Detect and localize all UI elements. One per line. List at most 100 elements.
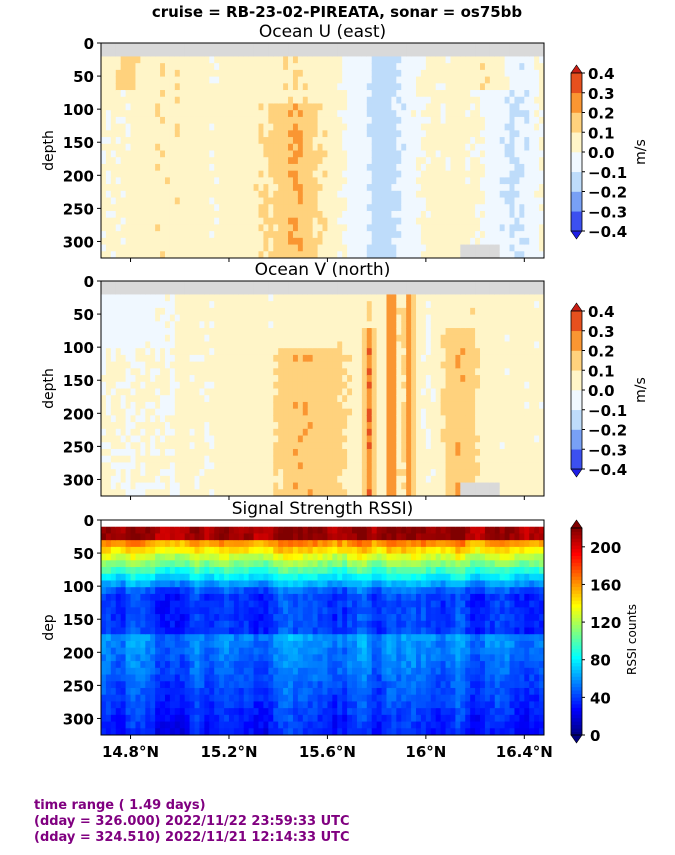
heatmap-cell — [347, 197, 353, 205]
heatmap-cell — [263, 116, 269, 125]
heatmap-cell — [209, 244, 215, 252]
heatmap-cell — [233, 328, 240, 336]
heatmap-cell — [140, 475, 146, 484]
heatmap-cell — [283, 217, 289, 226]
heatmap-cell — [125, 163, 132, 172]
heatmap-cell — [283, 462, 289, 470]
heatmap-cell — [361, 435, 368, 443]
heatmap-cell — [263, 422, 269, 430]
heatmap-cell — [519, 163, 525, 172]
heatmap-cell — [268, 163, 274, 172]
heatmap-cell — [253, 184, 260, 192]
heatmap-cell — [366, 294, 373, 302]
heatmap-cell — [278, 294, 284, 302]
heatmap-cell — [406, 368, 412, 376]
heatmap-cell — [101, 307, 107, 316]
heatmap-cell — [396, 448, 402, 457]
heatmap-cell — [347, 321, 353, 329]
heatmap-cell — [155, 375, 161, 383]
heatmap-cell — [292, 422, 299, 430]
heatmap-cell — [322, 469, 329, 477]
heatmap-cell — [347, 422, 353, 430]
heatmap-cell — [115, 83, 122, 91]
heatmap-cell — [440, 184, 447, 192]
heatmap-cell — [381, 395, 388, 403]
heatmap-cell — [411, 56, 417, 64]
heatmap-cell — [416, 197, 422, 205]
heatmap-cell — [514, 197, 520, 205]
heatmap-cell — [233, 462, 240, 470]
heatmap-cell — [356, 83, 363, 91]
heatmap-cell — [337, 448, 343, 457]
heatmap-cell — [317, 388, 324, 396]
heatmap-cell — [332, 401, 338, 410]
heatmap-cell — [160, 462, 166, 470]
heatmap-cell — [263, 237, 269, 246]
heatmap-cell — [381, 455, 388, 464]
heatmap-cell — [101, 244, 107, 252]
heatmap-cell — [238, 395, 245, 403]
heatmap-cell — [361, 354, 368, 363]
heatmap-cell — [164, 408, 171, 416]
heatmap-cell — [514, 76, 520, 84]
heatmap-cell — [519, 204, 525, 212]
heatmap-cell — [430, 143, 437, 152]
heatmap-cell — [110, 83, 117, 91]
heatmap-cell — [406, 307, 412, 316]
heatmap-cell — [101, 83, 107, 91]
heatmap-cell — [504, 130, 511, 138]
heatmap-cell — [150, 435, 156, 443]
heatmap-cell — [337, 237, 343, 246]
heatmap-cell — [164, 197, 171, 205]
heatmap-cell — [105, 341, 112, 349]
heatmap-cell — [214, 435, 220, 443]
heatmap-cell — [509, 184, 516, 192]
heatmap-cell — [169, 237, 176, 246]
heatmap-cell — [381, 244, 388, 252]
heatmap-cell — [209, 130, 215, 138]
heatmap-cell — [105, 204, 112, 212]
heatmap-cell — [307, 455, 314, 464]
heatmap-cell — [381, 210, 388, 219]
heatmap-cell — [160, 110, 166, 118]
heatmap-cell — [450, 103, 456, 111]
heatmap-cell — [411, 328, 417, 336]
heatmap-cell — [470, 63, 476, 71]
heatmap-cell — [302, 294, 309, 302]
heatmap-cell — [312, 482, 319, 490]
heatmap-cell — [224, 90, 230, 98]
heatmap-cell — [411, 375, 417, 383]
heatmap-cell — [366, 354, 373, 363]
heatmap-cell — [268, 83, 274, 91]
heatmap-cell — [352, 469, 358, 477]
heatmap-cell — [475, 110, 481, 118]
heatmap-cell — [164, 69, 171, 78]
heatmap-cell — [150, 143, 156, 152]
heatmap-cell — [199, 307, 205, 316]
heatmap-cell — [283, 56, 289, 64]
heatmap-cell — [514, 190, 520, 199]
heatmap-cell — [135, 462, 141, 470]
heatmap-cell — [105, 150, 112, 158]
heatmap-cell — [258, 56, 265, 64]
heatmap-cell — [396, 63, 402, 71]
heatmap-cell — [224, 210, 230, 219]
heatmap-cell — [283, 395, 289, 403]
heatmap-cell — [430, 217, 437, 226]
heatmap-cell — [189, 281, 196, 289]
heatmap-cell — [430, 224, 437, 232]
heatmap-cell — [504, 69, 511, 78]
heatmap-cell — [297, 69, 304, 78]
heatmap-cell — [416, 143, 422, 152]
heatmap-cell — [332, 63, 338, 71]
heatmap-cell — [263, 321, 269, 329]
heatmap-cell — [539, 43, 544, 51]
heatmap-cell — [209, 76, 215, 84]
heatmap-cell — [302, 197, 309, 205]
heatmap-cell — [499, 190, 506, 199]
heatmap-cell — [179, 361, 186, 369]
heatmap-cell — [228, 475, 235, 484]
heatmap-cell — [475, 231, 481, 239]
heatmap-cell — [263, 489, 269, 496]
heatmap-cell — [312, 251, 319, 258]
